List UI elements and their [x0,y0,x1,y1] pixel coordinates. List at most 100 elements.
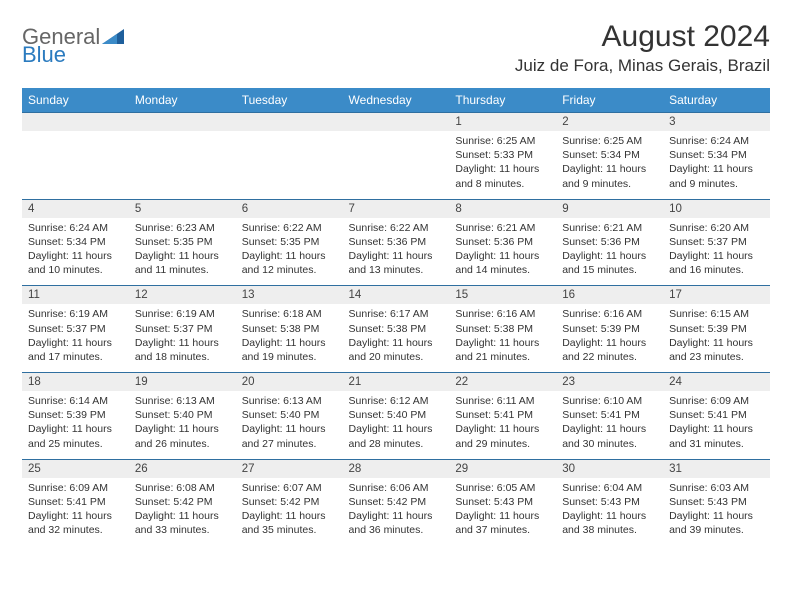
sunset-text: Sunset: 5:38 PM [455,322,550,336]
daylight-text: Daylight: 11 hours and 18 minutes. [135,336,230,364]
day-header: Wednesday [343,88,450,113]
day-detail-cell: Sunrise: 6:15 AMSunset: 5:39 PMDaylight:… [663,304,770,372]
sunset-text: Sunset: 5:41 PM [562,408,657,422]
daylight-text: Daylight: 11 hours and 9 minutes. [562,162,657,190]
daylight-text: Daylight: 11 hours and 25 minutes. [28,422,123,450]
daylight-text: Daylight: 11 hours and 29 minutes. [455,422,550,450]
daynum-row: 25262728293031 [22,459,770,478]
sunrise-text: Sunrise: 6:07 AM [242,481,337,495]
sunrise-text: Sunrise: 6:19 AM [135,307,230,321]
detail-row: Sunrise: 6:19 AMSunset: 5:37 PMDaylight:… [22,304,770,372]
daylight-text: Daylight: 11 hours and 12 minutes. [242,249,337,277]
sunset-text: Sunset: 5:34 PM [28,235,123,249]
sunrise-text: Sunrise: 6:25 AM [562,134,657,148]
day-number-cell: 8 [449,199,556,218]
daylight-text: Daylight: 11 hours and 37 minutes. [455,509,550,537]
daylight-text: Daylight: 11 hours and 30 minutes. [562,422,657,450]
calendar-table: Sunday Monday Tuesday Wednesday Thursday… [22,88,770,545]
day-detail-cell: Sunrise: 6:25 AMSunset: 5:33 PMDaylight:… [449,131,556,199]
day-detail-cell [343,131,450,199]
sunset-text: Sunset: 5:43 PM [562,495,657,509]
daylight-text: Daylight: 11 hours and 10 minutes. [28,249,123,277]
daylight-text: Daylight: 11 hours and 23 minutes. [669,336,764,364]
day-detail-cell: Sunrise: 6:13 AMSunset: 5:40 PMDaylight:… [129,391,236,459]
day-number-cell: 7 [343,199,450,218]
day-detail-cell: Sunrise: 6:20 AMSunset: 5:37 PMDaylight:… [663,218,770,286]
day-number-cell: 12 [129,286,236,305]
day-number-cell: 17 [663,286,770,305]
sunset-text: Sunset: 5:43 PM [455,495,550,509]
day-detail-cell: Sunrise: 6:24 AMSunset: 5:34 PMDaylight:… [22,218,129,286]
day-number-cell: 19 [129,373,236,392]
sunset-text: Sunset: 5:35 PM [242,235,337,249]
day-detail-cell: Sunrise: 6:16 AMSunset: 5:39 PMDaylight:… [556,304,663,372]
day-detail-cell [22,131,129,199]
daylight-text: Daylight: 11 hours and 33 minutes. [135,509,230,537]
day-detail-cell: Sunrise: 6:22 AMSunset: 5:35 PMDaylight:… [236,218,343,286]
day-number-cell: 15 [449,286,556,305]
daylight-text: Daylight: 11 hours and 14 minutes. [455,249,550,277]
sunset-text: Sunset: 5:41 PM [28,495,123,509]
sunset-text: Sunset: 5:37 PM [28,322,123,336]
sunrise-text: Sunrise: 6:25 AM [455,134,550,148]
sunrise-text: Sunrise: 6:20 AM [669,221,764,235]
day-header: Thursday [449,88,556,113]
day-number-cell: 28 [343,459,450,478]
day-detail-cell: Sunrise: 6:23 AMSunset: 5:35 PMDaylight:… [129,218,236,286]
day-detail-cell: Sunrise: 6:09 AMSunset: 5:41 PMDaylight:… [663,391,770,459]
sunrise-text: Sunrise: 6:16 AM [455,307,550,321]
day-number-cell: 27 [236,459,343,478]
day-header: Monday [129,88,236,113]
sunset-text: Sunset: 5:41 PM [455,408,550,422]
daylight-text: Daylight: 11 hours and 19 minutes. [242,336,337,364]
day-number-cell: 20 [236,373,343,392]
month-title: August 2024 [515,20,770,54]
day-number-cell: 31 [663,459,770,478]
day-detail-cell: Sunrise: 6:25 AMSunset: 5:34 PMDaylight:… [556,131,663,199]
sunrise-text: Sunrise: 6:24 AM [28,221,123,235]
day-detail-cell: Sunrise: 6:04 AMSunset: 5:43 PMDaylight:… [556,478,663,546]
day-detail-cell: Sunrise: 6:06 AMSunset: 5:42 PMDaylight:… [343,478,450,546]
day-number-cell: 21 [343,373,450,392]
daylight-text: Daylight: 11 hours and 39 minutes. [669,509,764,537]
day-detail-cell: Sunrise: 6:21 AMSunset: 5:36 PMDaylight:… [556,218,663,286]
sunrise-text: Sunrise: 6:17 AM [349,307,444,321]
sunset-text: Sunset: 5:41 PM [669,408,764,422]
day-detail-cell: Sunrise: 6:03 AMSunset: 5:43 PMDaylight:… [663,478,770,546]
day-number-cell: 25 [22,459,129,478]
sunrise-text: Sunrise: 6:18 AM [242,307,337,321]
day-number-cell: 13 [236,286,343,305]
daylight-text: Daylight: 11 hours and 31 minutes. [669,422,764,450]
day-number-cell: 10 [663,199,770,218]
daylight-text: Daylight: 11 hours and 36 minutes. [349,509,444,537]
day-header-row: Sunday Monday Tuesday Wednesday Thursday… [22,88,770,113]
day-number-cell: 16 [556,286,663,305]
sunset-text: Sunset: 5:37 PM [135,322,230,336]
day-number-cell: 24 [663,373,770,392]
daylight-text: Daylight: 11 hours and 35 minutes. [242,509,337,537]
daylight-text: Daylight: 11 hours and 32 minutes. [28,509,123,537]
day-detail-cell: Sunrise: 6:13 AMSunset: 5:40 PMDaylight:… [236,391,343,459]
sunrise-text: Sunrise: 6:14 AM [28,394,123,408]
daylight-text: Daylight: 11 hours and 27 minutes. [242,422,337,450]
day-number-cell [343,113,450,132]
day-number-cell: 14 [343,286,450,305]
day-number-cell: 4 [22,199,129,218]
sunrise-text: Sunrise: 6:19 AM [28,307,123,321]
daynum-row: 45678910 [22,199,770,218]
day-header: Saturday [663,88,770,113]
day-number-cell [129,113,236,132]
day-detail-cell: Sunrise: 6:08 AMSunset: 5:42 PMDaylight:… [129,478,236,546]
sunrise-text: Sunrise: 6:11 AM [455,394,550,408]
calendar-body: 123Sunrise: 6:25 AMSunset: 5:33 PMDaylig… [22,113,770,546]
sunset-text: Sunset: 5:39 PM [28,408,123,422]
daylight-text: Daylight: 11 hours and 9 minutes. [669,162,764,190]
sunrise-text: Sunrise: 6:06 AM [349,481,444,495]
sunset-text: Sunset: 5:38 PM [349,322,444,336]
daylight-text: Daylight: 11 hours and 20 minutes. [349,336,444,364]
day-detail-cell: Sunrise: 6:12 AMSunset: 5:40 PMDaylight:… [343,391,450,459]
day-number-cell: 9 [556,199,663,218]
day-number-cell: 2 [556,113,663,132]
sunset-text: Sunset: 5:42 PM [242,495,337,509]
day-number-cell: 26 [129,459,236,478]
